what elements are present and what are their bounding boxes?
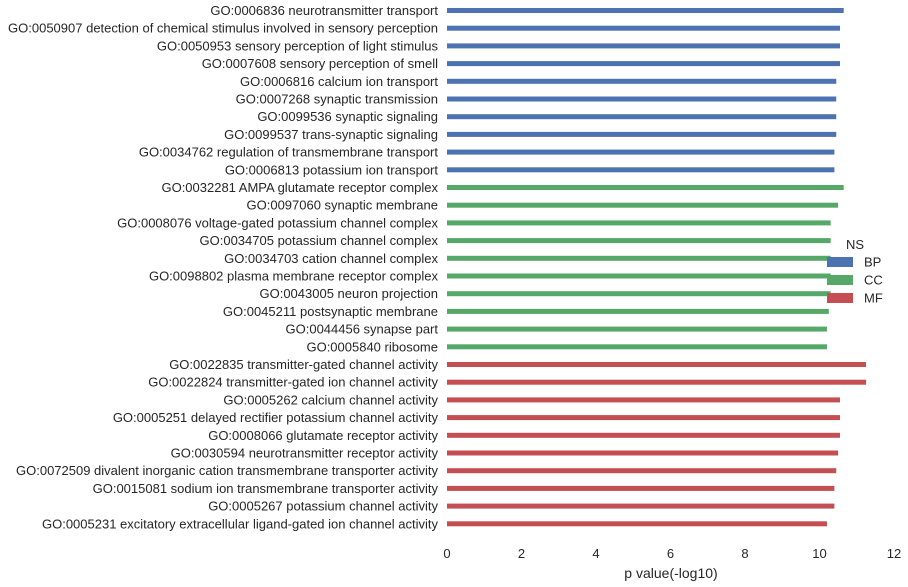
bar <box>447 202 839 208</box>
category-label: GO:0045211 postsynaptic membrane <box>223 304 438 319</box>
bar <box>447 485 835 491</box>
category-labels: GO:0006836 neurotransmitter transport GO:… <box>8 3 438 531</box>
category-label: GO:0097060 synaptic membrane <box>247 198 439 213</box>
bar <box>447 291 831 297</box>
category-label: GO:0099537 trans-synaptic signaling <box>224 127 438 142</box>
category-label: GO:0043005 neuron projection <box>259 286 438 301</box>
category-label: GO:0050953 sensory perception of light s… <box>157 38 439 53</box>
x-tick-label: 10 <box>812 546 826 561</box>
bars-layer <box>447 8 867 527</box>
category-label: GO:0005251 delayed rectifier potassium c… <box>113 410 439 425</box>
legend-label: MF <box>864 291 883 306</box>
bar <box>447 149 835 155</box>
legend: NS BP CC MF <box>827 237 883 306</box>
category-label: GO:0005267 potassium channel activity <box>208 499 438 514</box>
legend-label: CC <box>864 273 883 288</box>
category-label: GO:0022835 transmitter-gated channel act… <box>169 357 438 372</box>
category-label: GO:0007608 sensory perception of smell <box>202 56 438 71</box>
category-label: GO:0044456 synapse part <box>286 322 439 337</box>
category-label: GO:0032281 AMPA glutamate receptor compl… <box>161 180 438 195</box>
bar <box>447 503 835 509</box>
category-label: GO:0015081 sodium ion transmembrane tran… <box>93 481 439 496</box>
category-label: GO:0022824 transmitter-gated ion channel… <box>148 375 438 390</box>
legend-swatch <box>827 275 853 285</box>
category-label: GO:0034705 potassium channel complex <box>200 233 439 248</box>
category-label: GO:0099536 synaptic signaling <box>257 109 438 124</box>
bar <box>447 96 837 102</box>
category-label: GO:0008076 voltage-gated potassium chann… <box>117 215 438 230</box>
bar <box>447 25 840 31</box>
bar <box>447 397 840 403</box>
bar <box>447 8 844 13</box>
bar <box>447 326 827 332</box>
category-label: GO:0007268 synaptic transmission <box>236 92 438 107</box>
bar <box>447 273 831 279</box>
bar <box>447 379 867 385</box>
category-label: GO:0034762 regulation of transmembrane t… <box>139 145 439 160</box>
bar <box>447 61 840 67</box>
bar <box>447 468 837 474</box>
bar <box>447 78 837 84</box>
bar <box>447 308 829 314</box>
bar <box>447 185 844 190</box>
category-label: GO:0005231 excitatory extracellular liga… <box>42 516 439 531</box>
bar <box>447 255 831 261</box>
bar <box>447 362 867 367</box>
legend-entries: BP CC MF <box>827 255 883 306</box>
x-axis-label: p value(-log10) <box>624 565 717 581</box>
category-label: GO:0030594 neurotransmitter receptor act… <box>171 446 439 461</box>
x-tick-label: 4 <box>592 546 599 561</box>
category-label: GO:0008066 glutamate receptor activity <box>208 428 438 443</box>
bar <box>447 521 827 527</box>
category-label: GO:0034703 cation channel complex <box>224 251 438 266</box>
category-label: GO:0005840 ribosome <box>306 339 438 354</box>
legend-label: BP <box>864 255 881 270</box>
category-label: GO:0006836 neurotransmitter transport <box>210 3 438 18</box>
category-label: GO:0006813 potassium ion transport <box>225 162 439 177</box>
legend-swatch <box>827 293 853 303</box>
category-label: GO:0005262 calcium channel activity <box>223 392 438 407</box>
legend-swatch <box>827 257 853 267</box>
bar <box>447 344 827 350</box>
bar <box>447 415 840 421</box>
bar <box>447 432 840 438</box>
bar <box>447 167 835 173</box>
x-axis-ticks: 0 2 4 6 8 10 12 <box>443 546 901 561</box>
category-label: GO:0050907 detection of chemical stimulu… <box>8 21 438 36</box>
category-label: GO:0098802 plasma membrane receptor comp… <box>149 269 439 284</box>
x-tick-label: 2 <box>518 546 525 561</box>
bar <box>447 114 837 120</box>
x-tick-label: 0 <box>443 546 450 561</box>
x-tick-label: 12 <box>887 546 901 561</box>
bar <box>447 238 831 244</box>
bar <box>447 450 839 456</box>
legend-title: NS <box>846 237 864 252</box>
bar <box>447 43 840 49</box>
bar <box>447 131 837 137</box>
x-tick-label: 8 <box>741 546 748 561</box>
x-tick-label: 6 <box>667 546 674 561</box>
category-label: GO:0072509 divalent inorganic cation tra… <box>16 463 438 478</box>
bar <box>447 220 831 226</box>
category-label: GO:0006816 calcium ion transport <box>240 74 438 89</box>
